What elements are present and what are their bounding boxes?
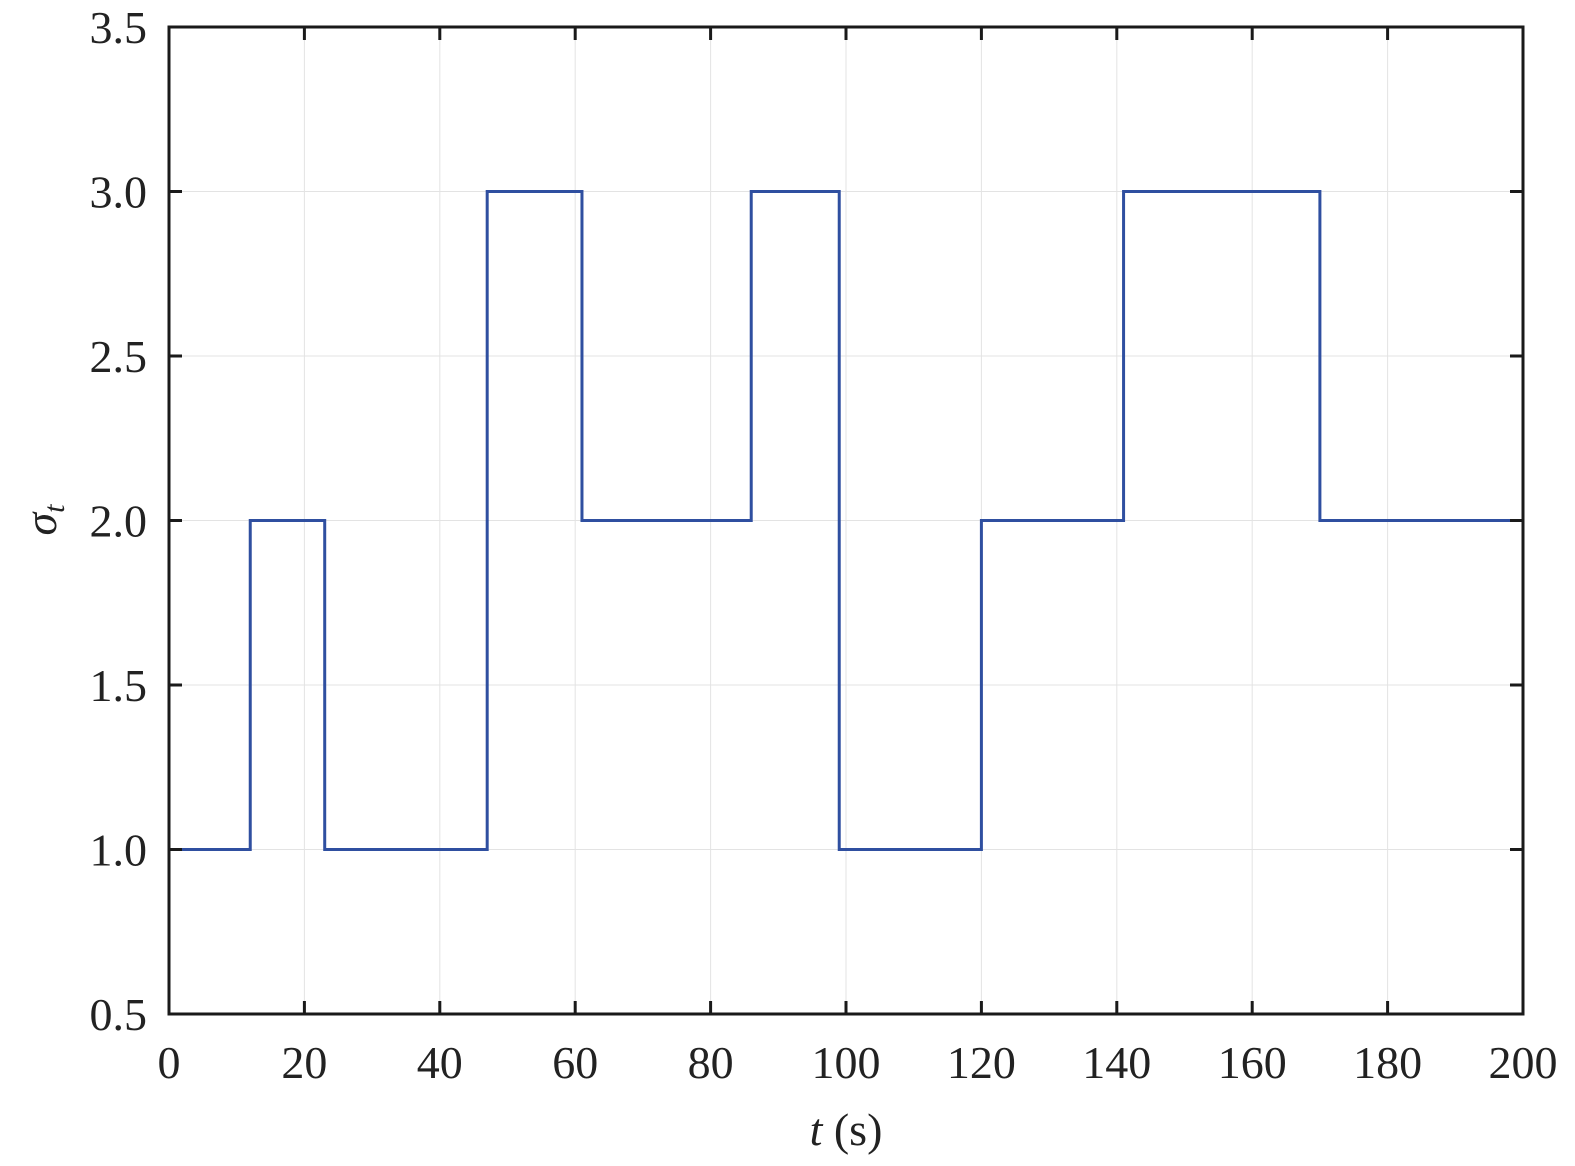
y-axis-subscript: t [38, 504, 71, 513]
x-tick-label: 80 [688, 1037, 734, 1088]
x-tick-label: 140 [1082, 1037, 1151, 1088]
x-tick-labels: 0 20 40 60 80 100 120 140 160 180 200 [158, 1037, 1558, 1088]
y-tick-label: 1.0 [90, 825, 148, 876]
x-tick-label: 120 [947, 1037, 1016, 1088]
x-tick-label: 100 [812, 1037, 881, 1088]
y-tick-label: 2.0 [90, 496, 148, 547]
y-tick-labels: 0.5 1.0 1.5 2.0 2.5 3.0 3.5 [90, 2, 148, 1040]
x-axis-variable: t [810, 1104, 824, 1155]
x-tick-label: 40 [417, 1037, 463, 1088]
series-line [169, 190, 1523, 851]
y-tick-label: 3.5 [90, 2, 148, 53]
y-tick-label: 0.5 [90, 989, 148, 1040]
x-tick-label: 0 [158, 1037, 181, 1088]
tick-marks [169, 27, 1523, 1014]
y-tick-label: 2.5 [90, 331, 148, 382]
x-axis-unit: (s) [834, 1104, 883, 1155]
y-axis-symbol: σ [15, 511, 66, 536]
y-axis-label: σt [15, 504, 71, 536]
series-layer [169, 190, 1523, 851]
y-tick-label: 3.0 [90, 167, 148, 218]
y-tick-label: 1.5 [90, 660, 148, 711]
x-tick-label: 160 [1218, 1037, 1287, 1088]
x-tick-label: 20 [281, 1037, 327, 1088]
x-tick-label: 180 [1353, 1037, 1422, 1088]
x-axis-label: t (s) [810, 1104, 883, 1155]
x-tick-label: 200 [1489, 1037, 1558, 1088]
x-tick-label: 60 [552, 1037, 598, 1088]
